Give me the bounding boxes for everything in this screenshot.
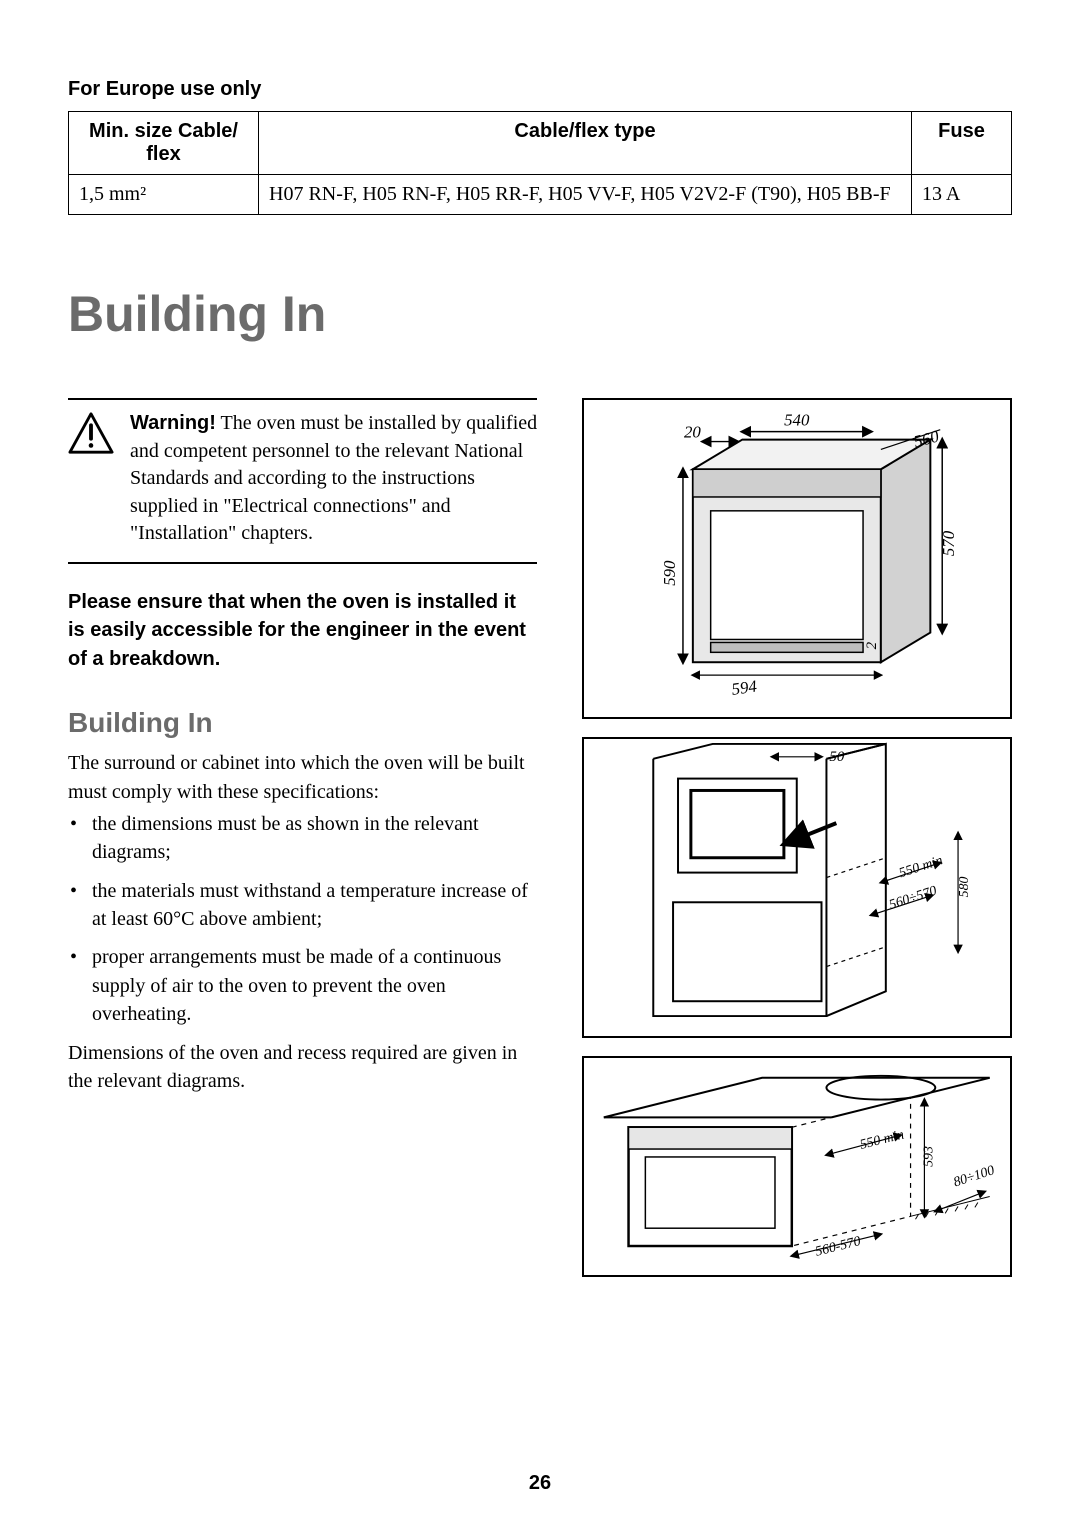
- dim-570: 570: [940, 530, 959, 556]
- th-cable-type: Cable/flex type: [259, 112, 912, 175]
- warning-icon: [68, 410, 114, 548]
- dim-80-100: 80÷100: [952, 1162, 997, 1189]
- dim-2: 2: [864, 641, 880, 649]
- intro-text: The surround or cabinet into which the o…: [68, 749, 537, 806]
- spec-list: the dimensions must be as shown in the r…: [68, 810, 537, 1029]
- td-fuse: 13 A: [912, 175, 1012, 215]
- dim-593: 593: [921, 1146, 936, 1167]
- th-fuse: Fuse: [912, 112, 1012, 175]
- ensure-accessible-text: Please ensure that when the oven is inst…: [68, 588, 537, 673]
- page-title: Building In: [68, 285, 1012, 343]
- dim-580: 580: [956, 876, 971, 897]
- table-row: 1,5 mm² H07 RN-F, H05 RN-F, H05 RR-F, H0…: [69, 175, 1012, 215]
- dim-594: 594: [731, 676, 759, 698]
- td-size: 1,5 mm²: [69, 175, 259, 215]
- page-number: 26: [0, 1472, 1080, 1495]
- tall-cabinet-diagram: 50 550 min 560÷570 580: [582, 737, 1012, 1038]
- dim-550min-b: 550 min: [859, 1126, 906, 1151]
- td-type: H07 RN-F, H05 RN-F, H05 RR-F, H05 VV-F, …: [259, 175, 912, 215]
- building-in-subheading: Building In: [68, 707, 537, 739]
- dim-560: 560: [912, 426, 942, 451]
- warning-text: Warning! The oven must be installed by q…: [130, 410, 537, 548]
- dim-540: 540: [785, 411, 811, 430]
- dim-20: 20: [684, 423, 701, 442]
- list-item: the materials must withstand a temperatu…: [92, 877, 537, 934]
- list-item: the dimensions must be as shown in the r…: [92, 810, 537, 867]
- cable-spec-table: Min. size Cable/ flex Cable/flex type Fu…: [68, 111, 1012, 215]
- warning-label: Warning!: [130, 412, 216, 434]
- list-item: proper arrangements must be made of a co…: [92, 943, 537, 1028]
- oven-front-dimensions-diagram: 540 20 560 590 570 594 2: [582, 398, 1012, 719]
- dim-560-570-b: 560-570: [814, 1233, 862, 1259]
- dim-590: 590: [661, 560, 680, 586]
- closing-text: Dimensions of the oven and recess requir…: [68, 1039, 537, 1096]
- th-min-size: Min. size Cable/ flex: [69, 112, 259, 175]
- europe-use-heading: For Europe use only: [68, 78, 1012, 101]
- dim-50: 50: [830, 748, 845, 764]
- warning-callout: Warning! The oven must be installed by q…: [68, 398, 537, 564]
- dim-550min: 550 min: [897, 852, 944, 880]
- under-counter-diagram: 550 min 560-570 593 80÷100: [582, 1056, 1012, 1278]
